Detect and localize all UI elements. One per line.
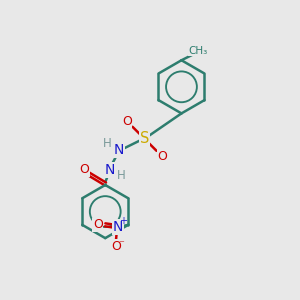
Text: O: O — [158, 150, 167, 163]
Text: ⁻: ⁻ — [118, 239, 124, 250]
Text: O: O — [111, 240, 121, 253]
Text: O: O — [80, 164, 89, 176]
Text: +: + — [119, 216, 127, 226]
Text: S: S — [140, 131, 149, 146]
Text: N: N — [113, 220, 123, 234]
Text: N: N — [105, 163, 115, 177]
Text: CH₃: CH₃ — [189, 46, 208, 56]
Text: N: N — [114, 143, 124, 157]
Text: O: O — [122, 115, 132, 128]
Text: H: H — [117, 169, 126, 182]
Text: O: O — [93, 218, 103, 231]
Text: H: H — [103, 137, 112, 150]
